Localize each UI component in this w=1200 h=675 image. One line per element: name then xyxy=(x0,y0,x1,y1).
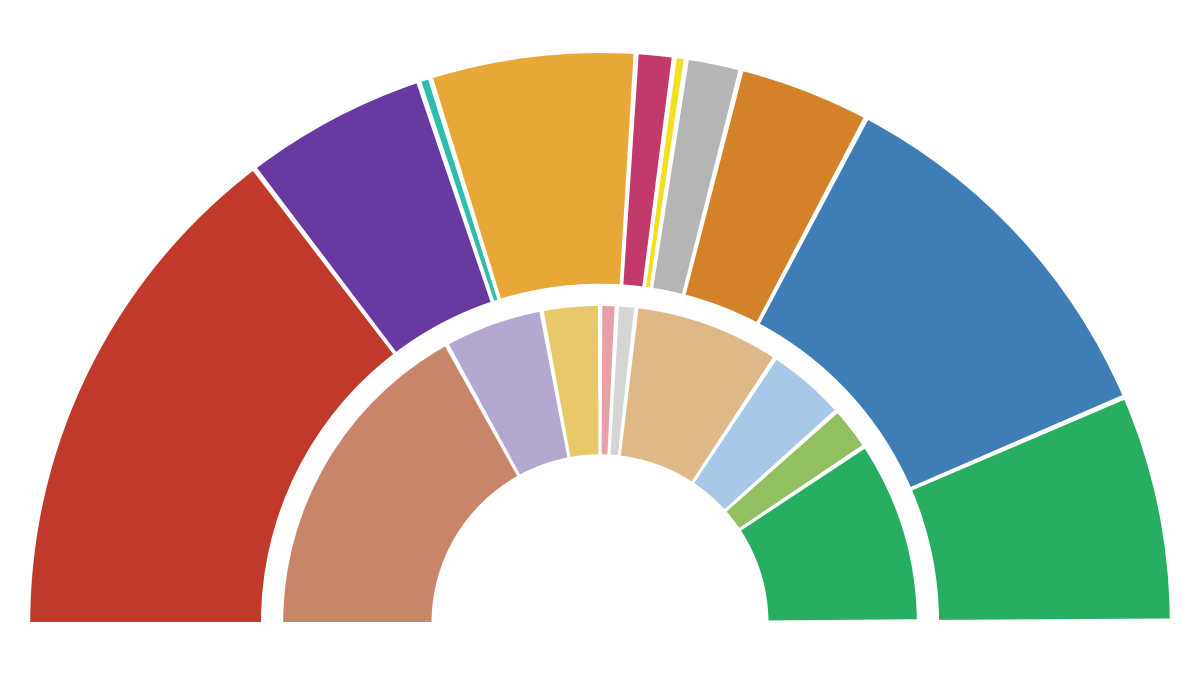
Wedge shape xyxy=(282,346,518,623)
Wedge shape xyxy=(740,448,918,621)
Wedge shape xyxy=(685,70,865,323)
Wedge shape xyxy=(542,305,599,458)
Wedge shape xyxy=(30,170,395,623)
Wedge shape xyxy=(694,358,835,510)
Wedge shape xyxy=(653,59,739,295)
Wedge shape xyxy=(911,399,1170,621)
Wedge shape xyxy=(758,119,1123,488)
Wedge shape xyxy=(256,82,492,353)
Wedge shape xyxy=(620,307,774,483)
Wedge shape xyxy=(646,57,685,288)
Wedge shape xyxy=(623,53,673,288)
Wedge shape xyxy=(610,306,635,456)
Wedge shape xyxy=(726,412,864,529)
Wedge shape xyxy=(432,52,635,300)
Wedge shape xyxy=(420,78,498,302)
Wedge shape xyxy=(601,305,616,456)
Wedge shape xyxy=(448,311,569,476)
